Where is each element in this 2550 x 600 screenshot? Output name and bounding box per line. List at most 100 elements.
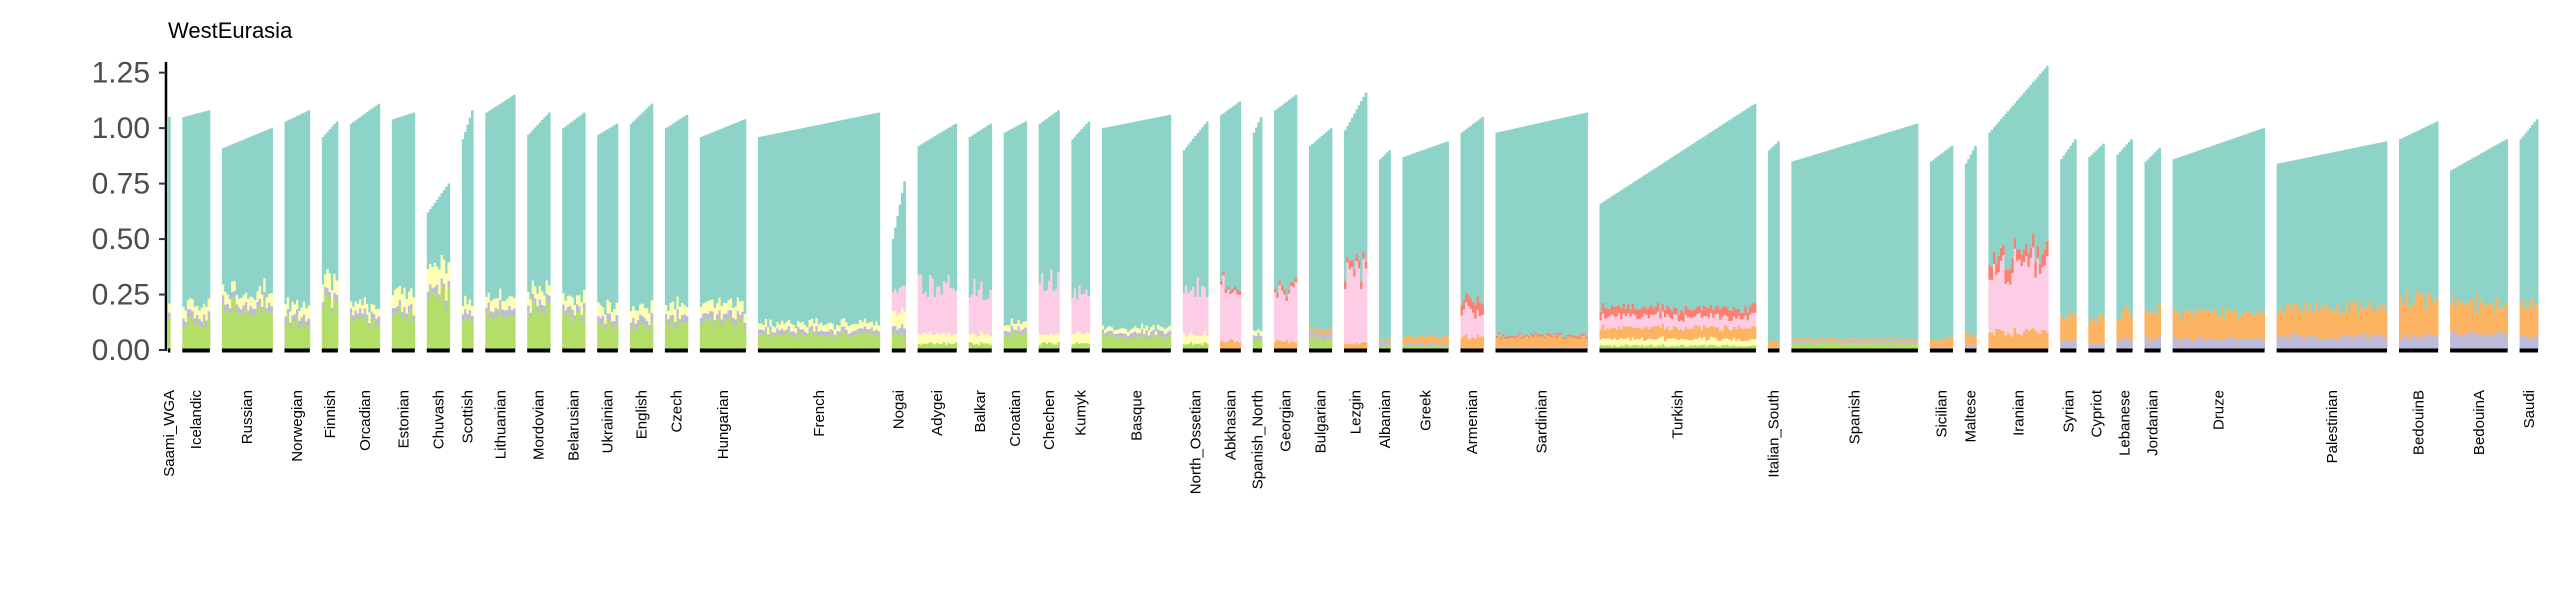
bar-segment-orange: [2099, 313, 2103, 343]
bar-segment-yellow: [1168, 325, 1172, 331]
group-label: Albanian: [1377, 390, 1394, 448]
bar-segment-teal: [1407, 155, 1410, 337]
bar-segment-purple: [1131, 332, 1135, 337]
bar-segment-green: [810, 330, 814, 350]
bar-segment-teal: [2343, 149, 2346, 313]
bar-segment-orange: [1997, 328, 2001, 350]
bar-segment-pink: [2020, 266, 2024, 336]
bar-segment-teal: [2500, 141, 2504, 308]
bar-segment-green: [674, 329, 677, 350]
bar-segment-yellow: [1634, 339, 1637, 345]
bar-segment-orange: [2324, 309, 2328, 340]
bar-segment-green: [1851, 342, 1854, 350]
bar-segment-purple: [2521, 336, 2525, 350]
bar-segment-green: [1624, 344, 1628, 350]
bar-segment-teal: [2188, 153, 2192, 311]
bar-segment-green: [447, 287, 451, 350]
bar-segment-purple: [235, 304, 239, 310]
bar-segment-orange: [2295, 303, 2298, 334]
bar-segment-pink: [1652, 315, 1656, 327]
bar-segment-orange: [2347, 312, 2351, 336]
bar-segment-teal: [438, 196, 441, 270]
bar-segment-teal: [1709, 132, 1713, 305]
bar-segment-green: [973, 344, 976, 350]
bar-segment-orange: [1878, 340, 1882, 342]
bar-segment-orange: [2468, 300, 2472, 333]
bar-segment-yellow: [815, 318, 819, 327]
bar-segment-purple: [820, 330, 823, 335]
bar-segment-orange: [1553, 334, 1556, 348]
bar-segment-teal: [2503, 140, 2506, 305]
bar-segment-yellow: [1127, 331, 1130, 336]
bar-segment-purple: [1819, 339, 1822, 342]
y-axis: 0.000.250.500.751.001.25: [92, 57, 168, 367]
bar-segment-orange: [2043, 329, 2047, 350]
bar-segment-yellow: [1666, 338, 1669, 347]
bar-segment-teal: [1006, 131, 1009, 326]
bar-segment-purple: [774, 332, 777, 336]
bar-segment-teal: [1712, 130, 1715, 311]
bar-segment-orange: [1532, 337, 1535, 348]
group-balkar: [968, 123, 993, 350]
bar-segment-purple: [1967, 344, 1970, 350]
bar-segment-orange: [1709, 325, 1713, 337]
bar-segment-green: [1897, 343, 1900, 350]
bar-segment-green: [1871, 343, 1875, 350]
bar-segment-green: [856, 333, 860, 350]
bar-segment-orange: [2174, 311, 2178, 338]
bar-segment-purple: [801, 329, 805, 333]
bar-segment-red: [1744, 306, 1748, 316]
bar-segment-red: [1520, 336, 1524, 339]
bar-segment-orange: [1932, 340, 1935, 348]
bar-segment-purple: [1315, 331, 1319, 337]
bar-segment-orange: [1700, 329, 1704, 339]
bar-segment-yellow: [1134, 326, 1137, 332]
bar-segment-pink: [919, 274, 923, 335]
bar-segment-purple: [506, 310, 509, 319]
bar-segment-yellow: [573, 305, 577, 316]
bar-segment-yellow: [648, 313, 651, 326]
bar-segment-teal: [2218, 143, 2222, 318]
bar-segment-purple: [1383, 342, 1387, 347]
bar-segment-pink: [984, 300, 988, 336]
bar-segment-teal: [1553, 119, 1556, 333]
bar-segment-purple: [2064, 341, 2068, 350]
bar-segment-purple: [1885, 340, 1889, 343]
bar-segment-purple: [1163, 334, 1167, 339]
bar-segment-red: [1682, 312, 1685, 322]
bar-segment-yellow: [643, 307, 647, 319]
bar-segment-yellow: [709, 300, 712, 312]
bar-segment-green: [438, 300, 441, 350]
bar-segment-purple: [1430, 343, 1433, 346]
bar-segment-teal: [1113, 125, 1116, 331]
bar-segment-purple: [2186, 339, 2190, 350]
bar-segment-purple: [2496, 331, 2499, 350]
group-baseline: [2276, 348, 2387, 353]
bar-segment-green: [372, 319, 376, 350]
bar-segment-teal: [2214, 144, 2217, 308]
bar-segment-teal: [636, 117, 640, 311]
bar-segment-teal: [1657, 166, 1660, 303]
bar-segment-teal: [952, 125, 955, 289]
bar-segment-purple: [2503, 333, 2506, 350]
bar-segment-purple: [792, 331, 796, 337]
bar-segment-green: [1730, 345, 1734, 350]
bar-segment-teal: [1874, 136, 1877, 338]
bar-segment-orange: [2315, 300, 2319, 335]
bar-segment-teal: [1192, 138, 1195, 287]
bar-segment-yellow: [1680, 338, 1683, 345]
bar-segment-yellow: [1705, 340, 1708, 347]
bar-segment-purple: [711, 311, 715, 319]
bar-segment-orange: [1388, 338, 1391, 342]
bar-segment-purple: [1835, 340, 1838, 343]
bar-segment-orange: [1791, 339, 1795, 342]
bar-segment-teal: [207, 110, 211, 299]
bar-segment-red: [1469, 298, 1473, 309]
bar-segment-teal: [1548, 120, 1552, 335]
bar-segment-teal: [2090, 154, 2094, 318]
bar-segment-red: [1504, 337, 1508, 339]
bar-segment-yellow: [468, 299, 472, 311]
bar-segment-pink: [1041, 273, 1044, 335]
bar-segment-teal: [1844, 145, 1847, 339]
bar-segment-teal: [1915, 123, 1919, 340]
